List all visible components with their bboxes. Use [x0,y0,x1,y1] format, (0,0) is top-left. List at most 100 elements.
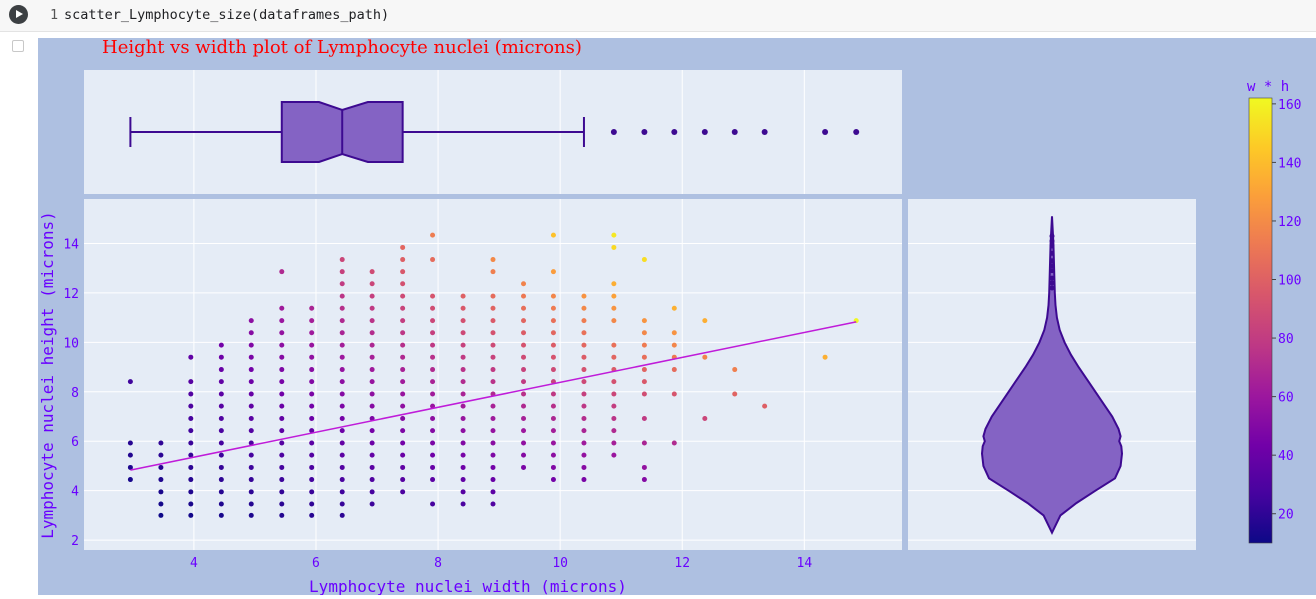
scatter-point [490,342,496,348]
scatter-point [550,367,556,373]
scatter-point [248,367,254,373]
scatter-point [339,330,345,336]
scatter-point [521,415,527,421]
colorbar-tick-labels: 20 40 60 80 100 120 140 160 [1272,98,1301,523]
scatter-point [521,464,527,470]
scatter-point [339,428,345,434]
y-tick-label: 14 [63,237,79,252]
scatter-point [339,379,345,385]
code-editor-line[interactable]: scatter_Lymphocyte_size(dataframes_path) [64,7,390,23]
trendline [130,321,857,471]
scatter-point [218,379,224,385]
scatter-point [309,440,315,446]
scatter-point [188,428,194,434]
scatter-point [127,379,133,385]
scatter-point [611,391,617,397]
y-tick-label: 8 [71,386,79,401]
scatter-point [611,293,617,299]
scatter-point [641,379,647,385]
violin-point [1049,268,1055,274]
scatter-point [369,342,375,348]
box-outlier [671,129,678,135]
scatter-point [581,318,587,324]
scatter-point [400,428,406,434]
scatter-point [188,477,194,483]
scatter-point [400,391,406,397]
scatter-point [248,477,254,483]
scatter-point [369,269,375,275]
scatter-point [188,489,194,495]
scatter-point [430,367,436,373]
plotly-figure[interactable]: Height vs width plot of Lymphocyte nucle… [38,37,1316,596]
scatter-point [279,428,285,434]
scatter-point [188,379,194,385]
scatter-point [732,367,738,373]
scatter-point [611,244,617,250]
scatter-point [762,403,768,409]
scatter-point [550,464,556,470]
scatter-point [460,379,466,385]
scatter-point [339,501,345,507]
scatter-point [309,489,315,495]
scatter-point [521,293,527,299]
scatter-point [400,293,406,299]
scatter-point [550,428,556,434]
scatter-point [279,403,285,409]
scatter-point [550,269,556,275]
scatter-point [611,379,617,385]
scatter-point [339,464,345,470]
chart-svg[interactable]: Height vs width plot of Lymphocyte nucle… [38,37,1316,596]
scatter-point [248,415,254,421]
colorbar-tick-label: 120 [1278,215,1301,230]
scatter-point [309,428,315,434]
scatter-point [309,391,315,397]
scatter-point [339,281,345,287]
scatter-point [400,281,406,287]
x-tick-label: 8 [434,556,442,571]
scatter-point [521,367,527,373]
scatter-point [521,379,527,385]
scatter-point [671,330,677,336]
scatter-point [641,330,647,336]
line-number: 1 [50,7,59,23]
scatter-point [339,367,345,373]
box-outlier [701,129,708,135]
scatter-point [309,452,315,458]
scatter-point [339,342,345,348]
trendline-path [130,321,857,471]
scatter-point [550,354,556,360]
y-tick-label: 6 [71,435,79,450]
scatter-point [369,464,375,470]
play-circle-icon[interactable] [9,5,28,24]
scatter-point [460,318,466,324]
scatter-point [732,391,738,397]
scatter-point [521,403,527,409]
scatter-point [248,354,254,360]
code-cell[interactable]: 1 scatter_Lymphocyte_size(dataframes_pat… [0,0,1316,32]
scatter-point [611,305,617,311]
scatter-point [369,391,375,397]
x-tick-label: 12 [674,556,690,571]
scatter-point [369,318,375,324]
scatter-point [460,464,466,470]
scatter-point [641,391,647,397]
scatter-point [460,489,466,495]
scatter-point [641,342,647,348]
scatter-point [339,293,345,299]
scatter-point [430,403,436,409]
scatter-point [158,452,164,458]
scatter-point [581,354,587,360]
scatter-point [581,342,587,348]
scatter-point [460,415,466,421]
scatter-point [490,354,496,360]
scatter-point [822,354,828,360]
scatter-point [369,452,375,458]
y-tick-label: 12 [63,287,79,302]
scatter-point [309,477,315,483]
scatter-point [641,464,647,470]
scatter-point [490,367,496,373]
scatter-point [490,464,496,470]
scatter-point [339,415,345,421]
scatter-point [218,391,224,397]
scatter-point [218,403,224,409]
